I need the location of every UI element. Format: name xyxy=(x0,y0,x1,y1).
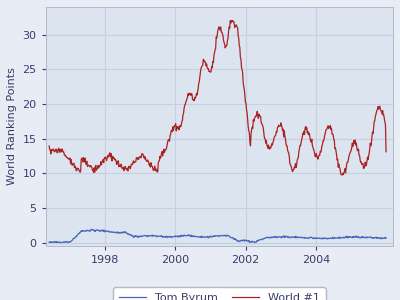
World #1 xyxy=(106,155,111,159)
World #1 xyxy=(246,125,251,129)
World #1 xyxy=(199,65,204,68)
World #1 xyxy=(230,19,235,22)
World #1 xyxy=(47,144,52,148)
Line: Tom Byrum: Tom Byrum xyxy=(49,229,386,242)
World #1 xyxy=(384,150,388,154)
World #1 xyxy=(133,160,138,164)
Tom Byrum xyxy=(47,240,52,244)
World #1 xyxy=(272,135,277,138)
World #1 xyxy=(340,173,344,177)
Tom Byrum xyxy=(48,241,53,244)
Tom Byrum xyxy=(384,236,388,240)
Tom Byrum xyxy=(302,236,306,240)
Line: World #1: World #1 xyxy=(49,20,386,175)
Y-axis label: World Ranking Points: World Ranking Points xyxy=(7,68,17,185)
Tom Byrum xyxy=(89,227,94,231)
Tom Byrum xyxy=(200,235,205,239)
World #1 xyxy=(301,133,306,136)
Legend: Tom Byrum, World #1: Tom Byrum, World #1 xyxy=(113,287,326,300)
Tom Byrum xyxy=(273,235,278,238)
Tom Byrum xyxy=(246,238,251,242)
Tom Byrum xyxy=(134,234,139,238)
Tom Byrum xyxy=(108,230,112,234)
